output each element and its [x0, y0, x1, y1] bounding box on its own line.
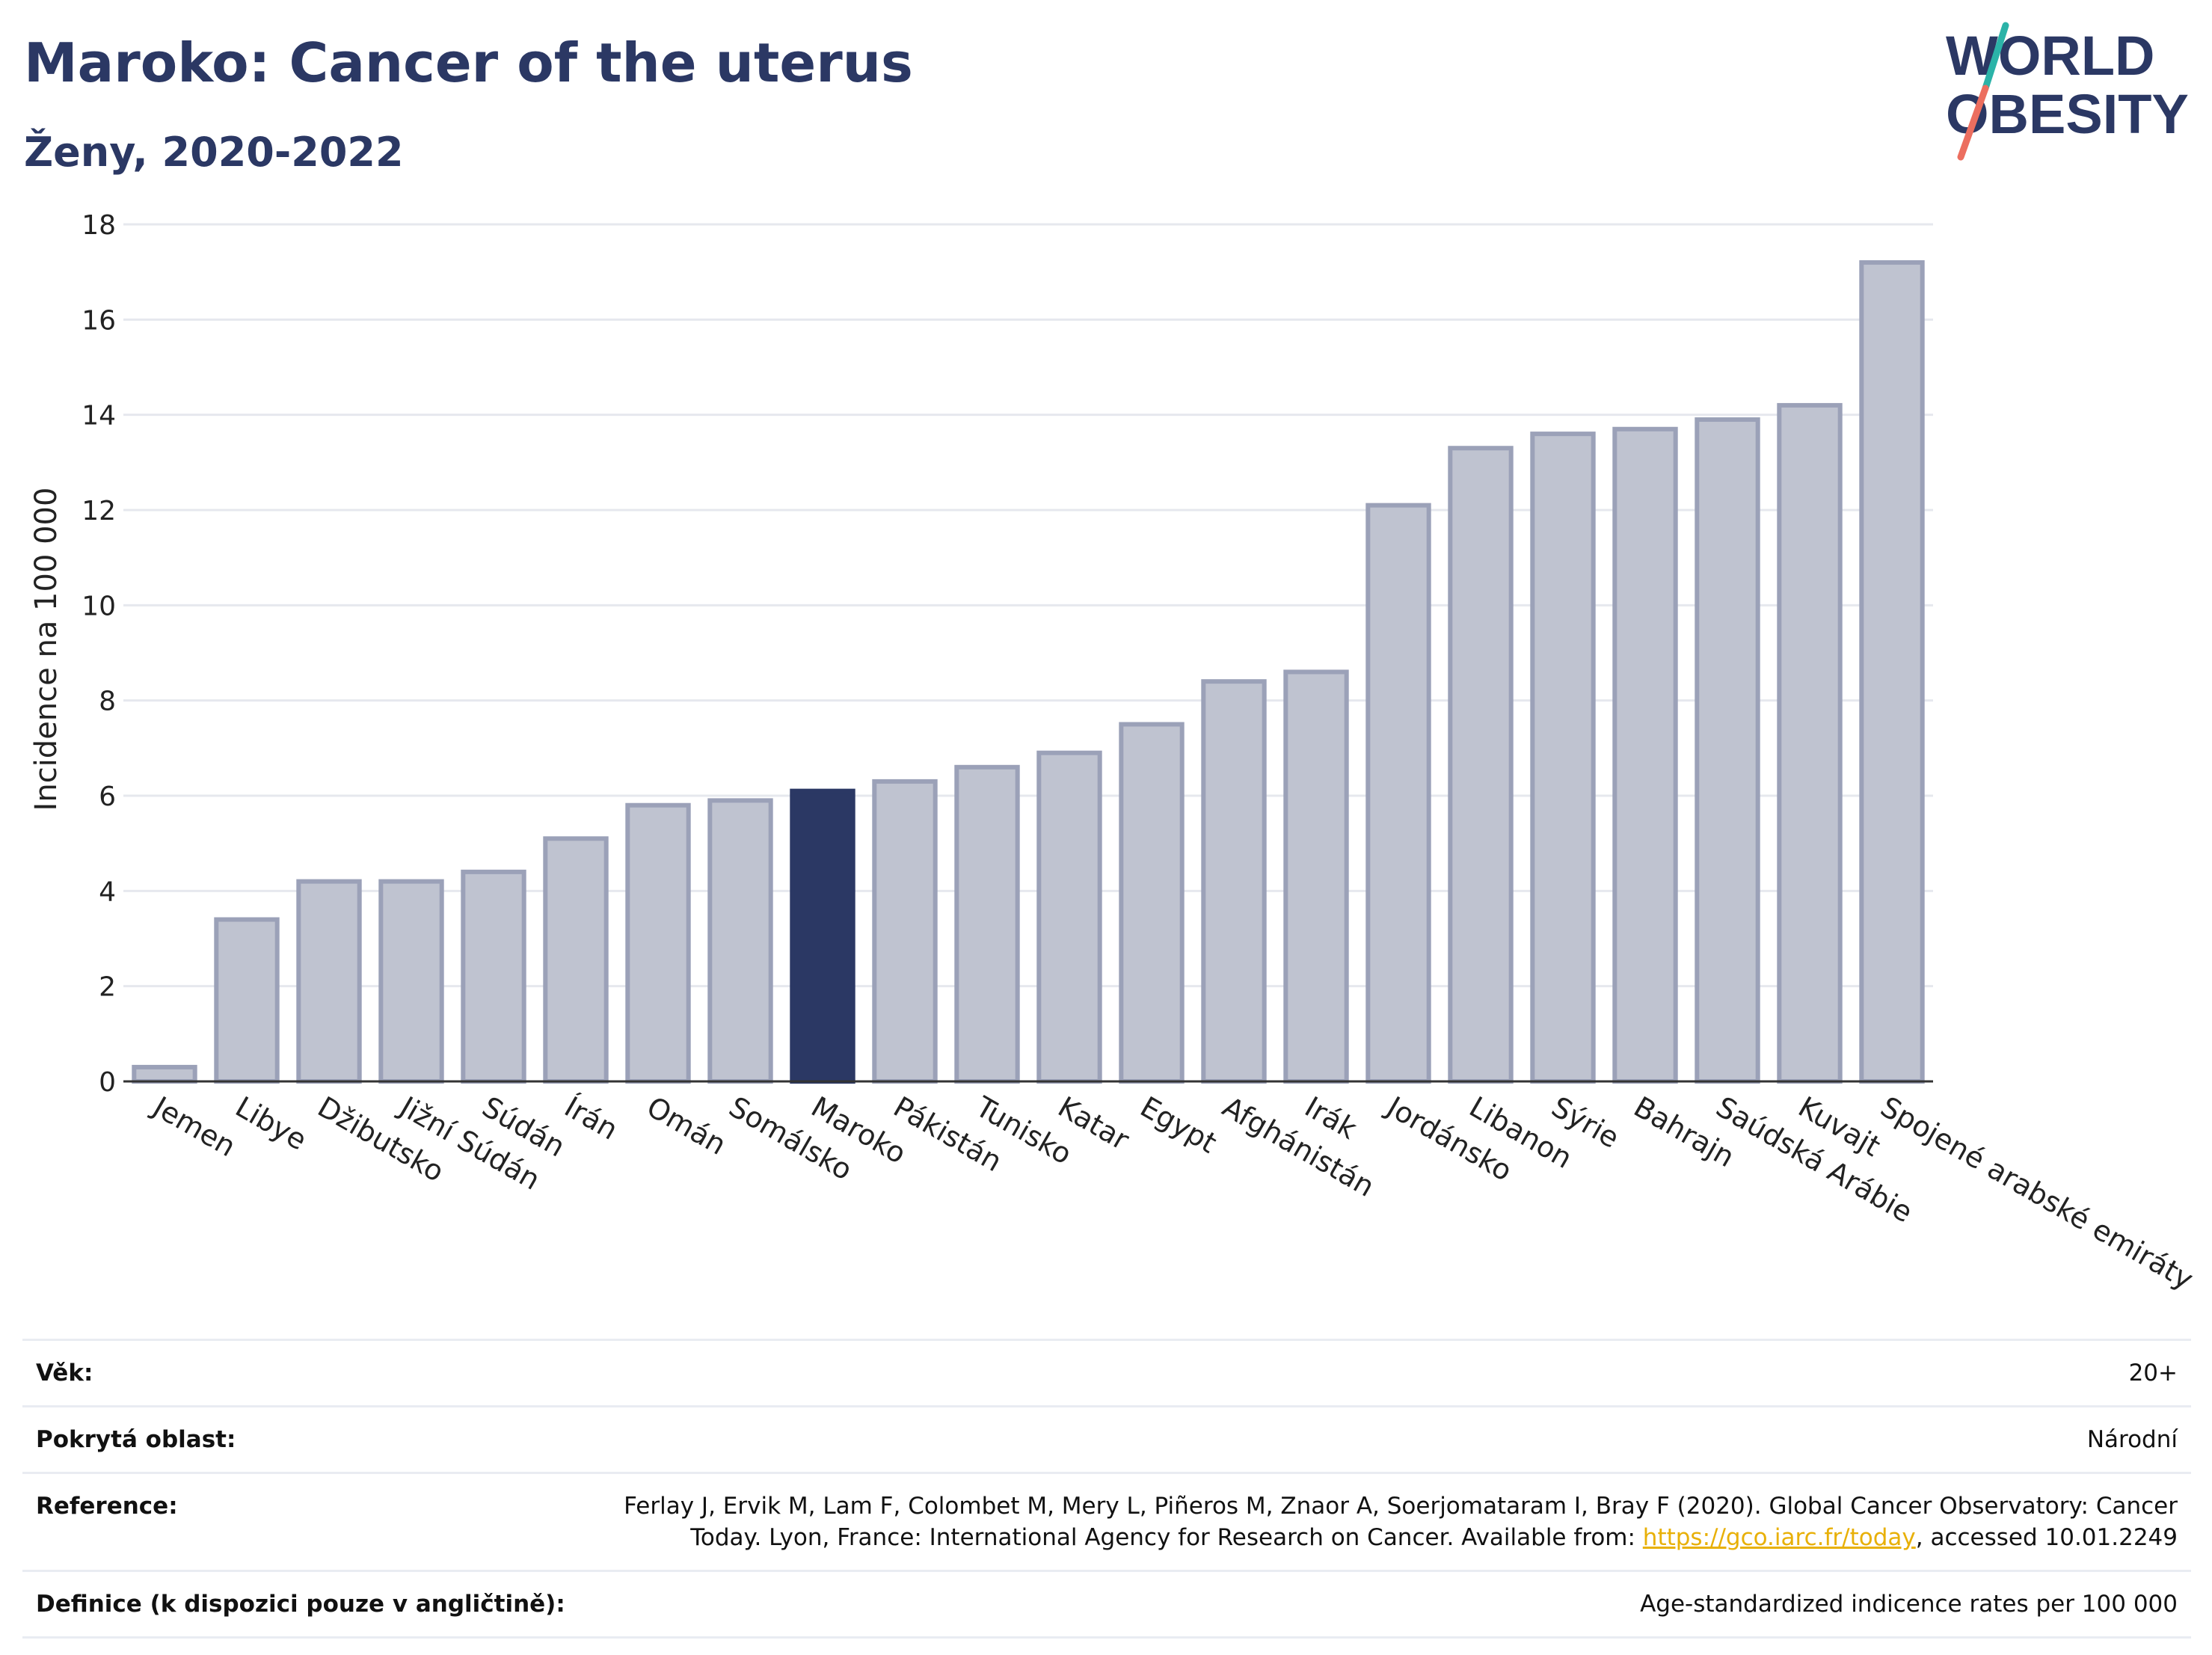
y-tick-label: 12	[82, 496, 116, 526]
x-tick-label: Egypt	[1135, 1090, 1223, 1160]
y-tick-label: 18	[82, 210, 116, 241]
bar-irák	[1283, 669, 1349, 1084]
bar-saúdská-arábie	[1695, 417, 1760, 1084]
bar-kuvajt	[1777, 402, 1843, 1084]
y-tick-label: 4	[99, 876, 116, 907]
info-row-reference: Reference: Ferlay J, Ervik M, Lam F, Col…	[22, 1472, 2191, 1570]
bar-somálsko	[707, 798, 773, 1084]
y-tick-label: 14	[82, 401, 116, 432]
reference-value: Ferlay J, Ervik M, Lam F, Colombet M, Me…	[624, 1490, 2178, 1553]
x-tick-label: Libye	[230, 1090, 313, 1157]
definition-label: Definice (k dispozici pouze v angličtině…	[36, 1591, 565, 1618]
bar-jižní-súdán	[378, 879, 444, 1084]
logo-slash-coral	[1957, 85, 1989, 161]
y-tick-label: 2	[99, 972, 116, 1003]
bar-sýrie	[1530, 432, 1596, 1084]
x-tick-label: Spojené arabské emiráty	[1875, 1090, 2199, 1296]
bar-jemen	[132, 1064, 197, 1084]
bar-spojené-arabské-emiráty	[1859, 260, 1925, 1084]
reference-line2-suffix: , accessed 10.01.2249	[1915, 1524, 2178, 1551]
x-tick-label: Omán	[642, 1090, 732, 1161]
bar-egypt	[1119, 722, 1185, 1084]
bar-súdán	[461, 869, 526, 1084]
y-tick-label: 0	[99, 1067, 116, 1098]
logo-line1: WORLD	[1946, 25, 2155, 87]
definition-value: Age-standardized indicence rates per 100…	[1640, 1591, 2178, 1618]
world-obesity-logo: WORLD OBESITY	[1946, 22, 2189, 161]
bar-libye	[214, 917, 280, 1084]
chart-title: Maroko: Cancer of the uterus	[24, 31, 913, 94]
bar-maroko	[790, 788, 855, 1084]
age-label: Věk:	[36, 1360, 93, 1387]
bar-libanon	[1448, 446, 1514, 1084]
bar-omán	[625, 802, 691, 1084]
y-tick-label: 6	[99, 782, 116, 812]
age-value: 20+	[2128, 1360, 2178, 1387]
info-row-definition: Definice (k dispozici pouze v angličtině…	[22, 1570, 2191, 1639]
bar-afghánistán	[1201, 679, 1267, 1084]
logo-slash-teal	[1982, 22, 2009, 92]
info-row-age: Věk: 20+	[22, 1339, 2191, 1405]
info-row-coverage: Pokrytá oblast: Národní	[22, 1405, 2191, 1472]
chart-subtitle: Ženy, 2020-2022	[24, 129, 404, 176]
y-tick-label: 16	[82, 305, 116, 336]
x-tick-label: Afghánistán	[1217, 1090, 1380, 1203]
reference-label: Reference:	[36, 1493, 178, 1520]
reference-line2-prefix: Today. Lyon, France: International Agenc…	[690, 1524, 1643, 1551]
bar-bahrajn	[1612, 426, 1678, 1084]
bars	[132, 260, 1925, 1084]
reference-link[interactable]: https://gco.iarc.fr/today	[1642, 1524, 1916, 1551]
bar-írán	[543, 836, 609, 1084]
coverage-value: Národní	[2086, 1426, 2178, 1453]
coverage-label: Pokrytá oblast:	[36, 1426, 236, 1453]
bar-pákistán	[872, 779, 938, 1084]
y-tick-label: 8	[99, 687, 116, 717]
bar-tunisko	[954, 764, 1020, 1084]
x-tick-label: Jemen	[147, 1090, 242, 1164]
bar-džibutsko	[296, 879, 362, 1084]
bar-jordánsko	[1365, 503, 1431, 1084]
bar-katar	[1036, 750, 1102, 1084]
reference-line1: Ferlay J, Ervik M, Lam F, Colombet M, Me…	[624, 1493, 2178, 1520]
info-table: Věk: 20+ Pokrytá oblast: Národní Referen…	[22, 1339, 2191, 1639]
y-tick-label: 10	[82, 591, 116, 621]
y-axis-title: Incidence na 100 000	[29, 488, 64, 811]
